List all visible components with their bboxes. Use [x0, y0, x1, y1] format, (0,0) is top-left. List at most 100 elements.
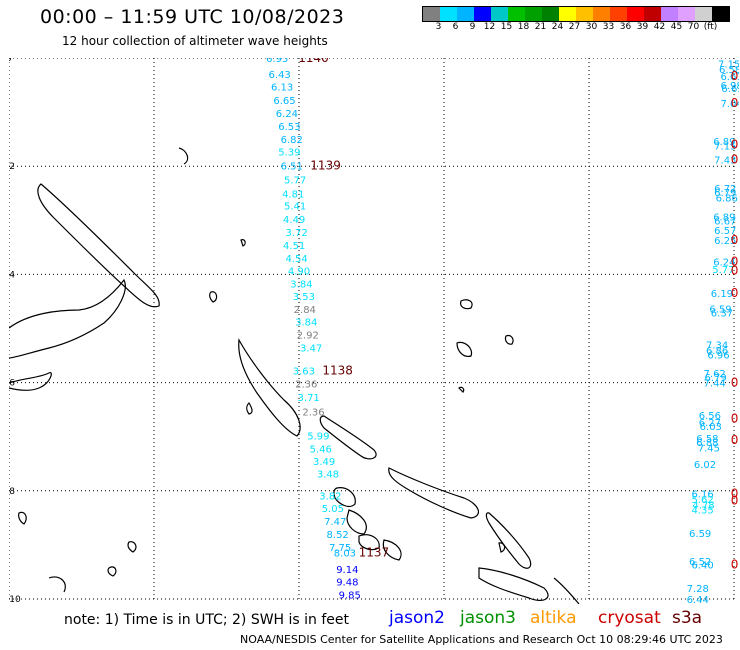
- wave-height-label: 7.44: [704, 379, 726, 390]
- wave-height-label: 4.49: [283, 215, 305, 226]
- map-title: 00:00 – 11:59 UTC 10/08/2023: [40, 6, 345, 28]
- map-subtitle: 12 hour collection of altimeter wave hei…: [62, 34, 328, 48]
- wave-height-label: 3.71: [298, 393, 320, 404]
- wave-height-label: 6.59: [689, 529, 711, 540]
- colorbar-swatch: [610, 7, 627, 21]
- map-grid: [9, 58, 735, 600]
- colorbar-swatch: [559, 7, 576, 21]
- wave-height-label: 6.89: [713, 137, 735, 148]
- colorbar-swatch: [576, 7, 593, 21]
- latitude-tick-label: -6: [9, 379, 15, 389]
- track-jason3: 6.95 6.43 6.13 6.65 6.24 6.53 6.82 5.39 6.51 5.77…: [266, 58, 389, 604]
- colorbar-label: 42: [653, 22, 666, 32]
- wave-height-label: 4.51: [283, 241, 305, 252]
- wave-height-label: 6.65: [273, 96, 295, 107]
- legend-altika: altika: [530, 608, 577, 628]
- pass-time-label: 0240: [731, 487, 739, 501]
- legend-s3a: s3a: [672, 608, 703, 628]
- wave-height-label: 6.86: [706, 346, 728, 357]
- wave-height-label: 7.34: [706, 341, 728, 352]
- colorbar-label: 3: [435, 22, 442, 32]
- latitude-tick-label: -4: [9, 270, 15, 280]
- wave-height-label: 6.95: [266, 58, 288, 65]
- latitude-tick-label: -2: [9, 162, 15, 172]
- colorbar-swatch: [644, 7, 661, 21]
- pass-time-label: 1140: [298, 58, 329, 65]
- wave-height-label: 6.40: [691, 560, 713, 571]
- wave-height-label: 6.82: [281, 135, 303, 146]
- colorbar-label: 12: [483, 22, 496, 32]
- wave-height-label: 6.13: [271, 83, 293, 94]
- colorbar-label: 36: [619, 22, 632, 32]
- pass-time-label: 0240: [731, 494, 739, 508]
- colorbar-label: 15: [500, 22, 513, 32]
- wave-height-label: 5.39: [278, 148, 300, 159]
- wave-height-label: 6.86: [716, 194, 738, 205]
- wave-height-label: 10.61: [333, 603, 362, 604]
- wave-height-label: 5.62: [691, 495, 713, 506]
- wave-height-label: 6.44: [687, 595, 709, 604]
- track-cryosat: 7.156.586.616.986.637.046.897.157.436.72…: [687, 59, 739, 604]
- legend-jason2: jason2: [389, 608, 445, 628]
- colorbar-swatch: [457, 7, 474, 21]
- footnote: note: 1) Time is in UTC; 2) SWH is in fe…: [64, 612, 350, 628]
- wave-height-label: 6.63: [721, 84, 739, 95]
- wave-height-label: 3.53: [293, 292, 315, 303]
- colorbar-label: 21: [534, 22, 547, 32]
- legend-cryosat: cryosat: [598, 608, 661, 628]
- wave-height-label: 6.79: [714, 188, 736, 199]
- colorbar-swatch: [627, 7, 644, 21]
- wave-height-label: 6.24: [713, 257, 735, 268]
- wave-height-label: 4.81: [282, 189, 304, 200]
- wave-height-label: 7.43: [714, 156, 736, 167]
- wave-height-label: 6.61: [720, 72, 739, 83]
- altimeter-map: 1501531561591621650-2-4-6-8-10 6.956.436…: [9, 58, 739, 604]
- wave-height-label: 6.03: [700, 422, 722, 433]
- pass-time-label: 0238: [731, 69, 739, 83]
- wave-height-label: 4.90: [288, 267, 310, 278]
- wave-height-label: 8.52: [327, 530, 349, 541]
- pass-time-label: 0238: [731, 138, 739, 152]
- wave-height-label: 6.88: [696, 438, 718, 449]
- map-axes: 1501531561591621650-2-4-6-8-10: [9, 58, 21, 604]
- pass-time-label: 0239: [731, 376, 739, 390]
- wave-height-label: 6.53: [278, 122, 300, 133]
- colorbar-swatch: [678, 7, 695, 21]
- wave-height-label: 6.02: [694, 460, 716, 471]
- colorbar-swatch: [593, 7, 610, 21]
- colorbar-swatch: [661, 7, 678, 21]
- colorbar-swatch: [440, 7, 457, 21]
- wave-height-label: 2.36: [295, 380, 317, 391]
- wave-height-label: 5.77: [284, 176, 306, 187]
- colorbar-label: 30: [585, 22, 598, 32]
- colorbar-label: 6: [452, 22, 459, 32]
- pass-time-label: 0239: [731, 254, 739, 268]
- wave-height-label: 4.54: [285, 254, 307, 265]
- wave-height-label: 9.48: [336, 578, 358, 589]
- wave-height-label: 9.85: [339, 591, 361, 602]
- colorbar-swatch: [695, 7, 712, 21]
- wave-height-label: 3.47: [300, 343, 322, 354]
- wave-height-label: 6.59: [709, 304, 731, 315]
- wave-height-label: 6.96: [707, 350, 729, 361]
- wave-height-label: 2.84: [294, 305, 316, 316]
- wave-height-label: 3.84: [290, 280, 312, 291]
- wave-height-label: 6.37: [711, 308, 733, 319]
- wave-height-label: 6.19: [711, 289, 733, 300]
- latitude-tick-label: -10: [9, 595, 21, 604]
- pass-time-label: 0239: [731, 286, 739, 300]
- wave-height-label: 6.72: [714, 184, 736, 195]
- wave-height-label: 5.99: [307, 432, 329, 443]
- pass-time-label: 0238: [731, 96, 739, 110]
- credit-line: NOAA/NESDIS Center for Satellite Applica…: [240, 633, 723, 646]
- wave-height-label: 2.92: [297, 330, 319, 341]
- wave-height-label: 3.49: [313, 457, 335, 468]
- satellite-tracks: 6.95 6.43 6.13 6.65 6.24 6.53 6.82 5.39 6.51 5.77…: [266, 58, 739, 604]
- pass-time-label: 0238: [731, 153, 739, 167]
- wave-height-label: 6.25: [714, 236, 736, 247]
- colorbar-label: 9: [469, 22, 476, 32]
- wave-height-label: 7.45: [698, 444, 720, 455]
- pass-time-label: 0239: [731, 433, 739, 447]
- wave-height-label: 9.14: [336, 565, 358, 576]
